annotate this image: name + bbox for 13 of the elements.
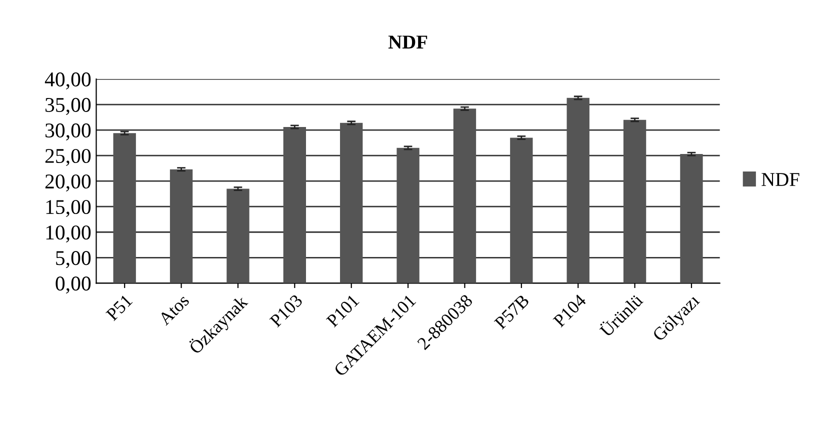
- y-tick-label: 0,00: [56, 276, 91, 294]
- y-tick-label: 40,00: [44, 72, 91, 90]
- x-tick-label: Atos: [158, 294, 190, 326]
- chart-title: NDF: [388, 36, 428, 49]
- y-tick-label: 35,00: [46, 98, 91, 115]
- y-tick-label: 30,00: [46, 123, 91, 140]
- legend-label: NDF: [762, 173, 800, 186]
- y-tick-label: 25,00: [45, 148, 91, 166]
- y-tick-label: 10,00: [46, 225, 91, 243]
- y-tick-label: 20,00: [45, 174, 91, 192]
- x-tick-label: P51: [106, 294, 133, 322]
- y-tick-label: 15,00: [46, 200, 91, 218]
- y-tick-label: 5,00: [56, 251, 91, 268]
